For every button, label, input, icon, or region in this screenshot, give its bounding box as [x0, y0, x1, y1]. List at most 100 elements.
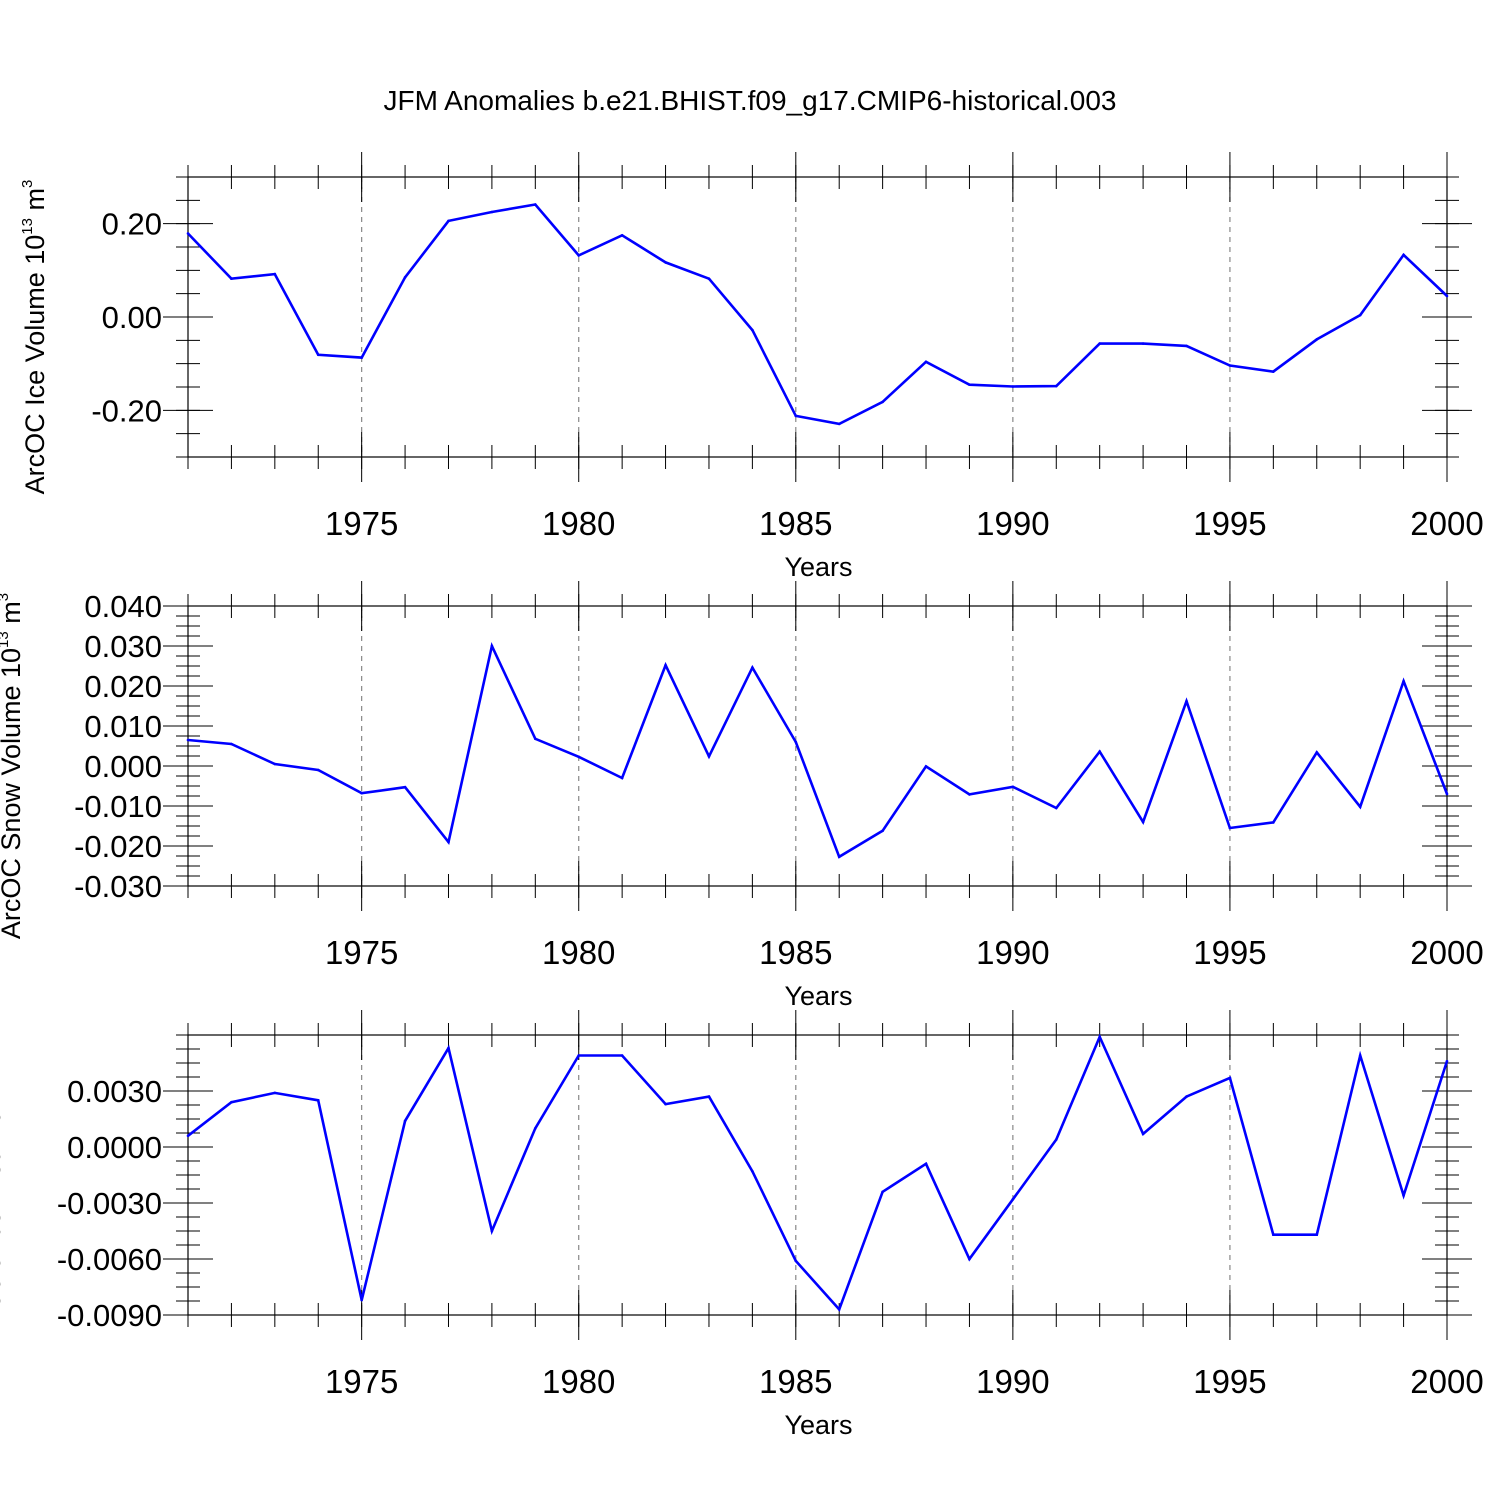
data-point [186, 738, 190, 742]
data-point [837, 422, 841, 426]
x-tick-label: 1995 [1193, 505, 1266, 542]
y-tick-label: 0.0030 [67, 1074, 162, 1109]
x-tick-label: 2000 [1410, 934, 1483, 971]
data-point [1141, 342, 1145, 345]
data-point [273, 1091, 277, 1095]
y-tick-label: -0.010 [74, 789, 162, 824]
x-tick-label: 1985 [759, 934, 832, 971]
data-point [1402, 1194, 1405, 1197]
series-line [187, 203, 1448, 426]
data-point [360, 1298, 363, 1302]
data-point [1098, 342, 1101, 345]
data-point [1228, 826, 1232, 830]
data-point [1098, 1035, 1101, 1039]
data-point [1054, 1138, 1058, 1141]
data-point [273, 272, 277, 276]
y-tick-label: 0.000 [84, 749, 162, 784]
x-tick-label: 1990 [976, 1363, 1049, 1400]
data-point [577, 1054, 581, 1057]
data-point [230, 742, 233, 746]
x-tick-label: 1975 [325, 505, 398, 542]
x-axis-label: Years [784, 1410, 852, 1440]
data-point [403, 276, 407, 279]
y-axis-label: ArcOC Ice Volume 1013 m3 [19, 180, 50, 495]
x-axis-label: Years [784, 981, 852, 1011]
y-tick-label: 0.040 [84, 589, 162, 624]
series-line [187, 1033, 1449, 1312]
x-tick-label: 1985 [759, 505, 832, 542]
data-point [620, 234, 624, 237]
data-point [664, 1102, 667, 1106]
y-tick-label: -0.0090 [57, 1298, 162, 1333]
data-point [881, 829, 884, 833]
x-tick-label: 1990 [976, 505, 1049, 542]
data-point [924, 1162, 928, 1166]
data-point [1402, 253, 1405, 257]
data-point [620, 776, 624, 780]
data-point [577, 254, 581, 257]
data-point [316, 1099, 320, 1102]
data-point [360, 791, 363, 795]
data-point [534, 1127, 537, 1130]
data-point [230, 277, 233, 281]
data-point [924, 360, 928, 364]
y-tick-label: -0.0030 [57, 1186, 162, 1221]
data-point [1358, 313, 1362, 317]
x-tick-label: 1995 [1193, 934, 1266, 971]
data-point [490, 1229, 494, 1233]
data-point [447, 840, 450, 844]
data-point [968, 1257, 971, 1261]
data-point [1358, 805, 1362, 809]
data-point [664, 261, 667, 264]
data-point [1054, 384, 1058, 388]
y-tick-label: 0.00 [102, 300, 162, 335]
data-point [1445, 792, 1449, 796]
plot-frame [187, 1034, 1448, 1316]
data-point [1011, 385, 1015, 388]
data-point [751, 1169, 754, 1173]
data-point [794, 414, 798, 418]
data-point [664, 663, 667, 667]
data-point [794, 1259, 798, 1263]
data-point [490, 644, 494, 648]
data-point [1445, 294, 1449, 298]
plot-frame [187, 605, 1448, 887]
data-point [837, 855, 841, 859]
data-point [403, 785, 407, 789]
data-point [707, 755, 711, 758]
chart-title: JFM Anomalies b.e21.BHIST.f09_g17.CMIP6-… [383, 85, 1116, 116]
panel-1: 0.20 0.00 -0.20 1975 1980 1985 1990 1995 2000 Yea… [19, 152, 1484, 582]
data-point [968, 383, 971, 386]
series-line [187, 641, 1449, 859]
x-tick-label: 1975 [325, 934, 398, 971]
data-point [1141, 1132, 1145, 1136]
x-tick-label: 1985 [759, 1363, 832, 1400]
data-point [751, 328, 754, 332]
panels: 0.20 0.00 -0.20 1975 1980 1985 1990 1995 2000 Yea… [0, 152, 1484, 1440]
y-tick-label: 0.020 [84, 669, 162, 704]
data-point [1011, 785, 1015, 789]
y-tick-label: 0.20 [102, 207, 162, 242]
data-point [837, 1308, 841, 1311]
data-point [1228, 1076, 1232, 1080]
y-tick-label: -0.020 [74, 829, 162, 864]
x-tick-label: 1980 [542, 934, 615, 971]
y-tick-label: 0.030 [84, 629, 162, 664]
data-point [316, 768, 320, 772]
data-point [1098, 750, 1101, 753]
data-point [751, 666, 754, 669]
data-point [1445, 1059, 1449, 1063]
data-point [1011, 1197, 1015, 1201]
data-point [1272, 821, 1275, 824]
panel-2: 0.040 0.030 0.020 0.010 0.000 -0.010 -0.020 -0.… [0, 581, 1484, 1011]
x-tick-label: 1995 [1193, 1363, 1266, 1400]
data-point [1141, 820, 1145, 824]
data-point [230, 1100, 233, 1104]
x-tick-label: 2000 [1410, 1363, 1483, 1400]
x-tick-label: 1990 [976, 934, 1049, 971]
data-point [534, 737, 537, 741]
data-point [534, 203, 537, 206]
data-point [316, 353, 320, 357]
data-point [968, 793, 971, 796]
data-point [1185, 1095, 1188, 1098]
